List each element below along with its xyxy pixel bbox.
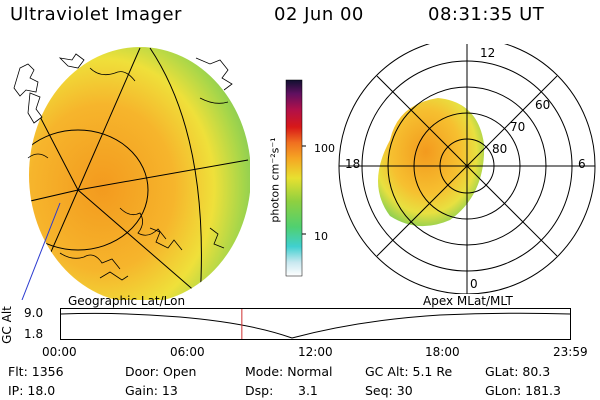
mode-status: Mode: Normal	[245, 364, 333, 379]
mlt-label-12: 12	[480, 46, 496, 60]
latitude-circle	[29, 129, 149, 251]
mlt-label-0: 0	[470, 277, 478, 291]
alt-y-top: 9.0	[24, 306, 44, 320]
mlt-diagonal	[376, 75, 558, 257]
time-tick: 00:00	[42, 345, 77, 359]
meridian-line	[77, 189, 206, 300]
image-date: 02 Jun 00	[274, 4, 364, 25]
auroral-oval	[378, 98, 485, 227]
earth-disk	[29, 47, 250, 300]
colorbar-gradient	[285, 79, 303, 277]
flight-info: Flt: 1356	[8, 364, 64, 379]
left-panel-label: Geographic Lat/Lon	[68, 294, 186, 308]
alt-y-bottom: 1.8	[24, 327, 44, 341]
lat-label-70: 70	[510, 120, 526, 134]
right-panel-label: Apex MLat/MLT	[423, 294, 513, 308]
mlt-label-6: 6	[578, 157, 586, 171]
geographic-auroral-image	[13, 47, 250, 300]
latitude-arc	[149, 47, 202, 300]
gain-info: Gain: 13	[125, 383, 178, 398]
altitude-time-plot	[60, 308, 571, 340]
terminator-line	[21, 202, 61, 300]
sequence-info: Seq: 30	[365, 383, 413, 398]
alt-y-label: GC Alt	[0, 306, 14, 344]
continent-outlines	[13, 53, 233, 281]
colorbar-tick-10: 10	[314, 230, 328, 243]
meridian-line	[77, 47, 141, 191]
time-tick: 06:00	[170, 345, 205, 359]
dsp-value: 3.1	[298, 383, 318, 398]
time-tick: 18:00	[425, 345, 460, 359]
colorbar-unit-label: photon cm⁻²s⁻¹	[268, 137, 282, 223]
geo-latitude: GLat: 80.3	[485, 364, 551, 379]
geo-longitude: GLon: 181.3	[485, 383, 561, 398]
lat-label-60: 60	[535, 98, 551, 112]
gc-altitude: GC Alt: 5.1 Re	[365, 364, 453, 379]
lat-label-80: 80	[492, 142, 508, 156]
image-time: 08:31:35 UT	[428, 4, 545, 25]
dsp-label: Dsp:	[245, 383, 274, 398]
polar-mlat-mlt-plot	[338, 44, 596, 294]
door-status: Door: Open	[125, 364, 197, 379]
meridian-line	[29, 189, 79, 209]
instrument-title: Ultraviolet Imager	[10, 4, 182, 25]
meridian-line	[77, 159, 249, 191]
colorbar-tick-100: 100	[314, 142, 335, 155]
mlt-label-18: 18	[345, 157, 361, 171]
intensity-colorbar	[285, 79, 306, 277]
altitude-curve	[60, 312, 571, 339]
ip-info: IP: 18.0	[8, 383, 56, 398]
time-tick: 23:59	[553, 345, 588, 359]
time-tick: 12:00	[298, 345, 333, 359]
